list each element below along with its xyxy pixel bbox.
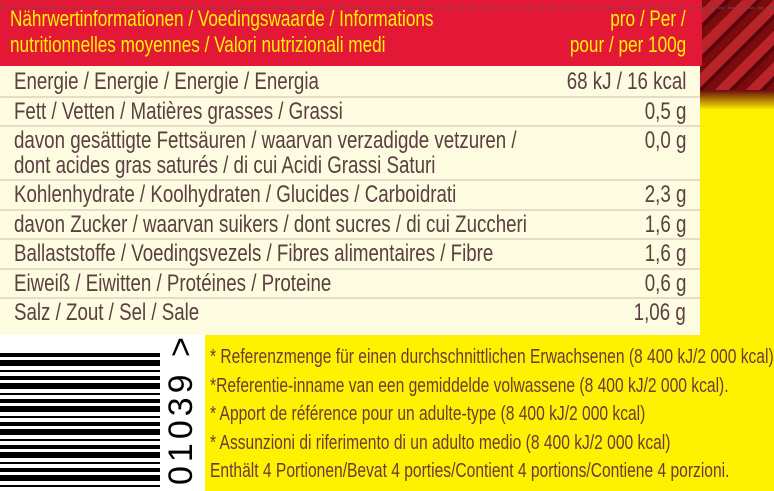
row-value: 1,6 g [644, 240, 686, 267]
row-label-continued: dont acides gras saturés / di cui Acidi … [14, 152, 436, 179]
barcode-marker: > [162, 333, 200, 357]
table-row: Energie / Energie / Energie / Energia 68 … [0, 68, 700, 98]
row-value: 0,6 g [644, 270, 686, 297]
row-label: davon gesättigte Fettsäuren / waarvan ve… [14, 127, 517, 154]
row-value: 0,5 g [644, 98, 686, 125]
portions-note: Enthält 4 Portionen/Bevat 4 porties/Cont… [210, 460, 730, 482]
row-label: Energie / Energie / Energie / Energia [14, 68, 319, 95]
row-label: Ballaststoffe / Voedingsvezels / Fibres … [14, 240, 494, 267]
header-per-line2: pour / per 100g [569, 32, 686, 57]
footnote: *Referentie-inname van een gemiddelde vo… [210, 374, 729, 397]
footnote: * Assunzioni di riferimento di un adulto… [210, 431, 671, 454]
nutrition-table: Nährwertinformationen / Voedingswaarde /… [0, 0, 702, 335]
row-value: 68 kJ / 16 kcal [566, 68, 686, 95]
row-label: davon Zucker / waarvan suikers / dont su… [14, 211, 527, 238]
cut-line [0, 7, 774, 9]
row-value: 1,06 g [633, 299, 686, 326]
row-label: Salz / Zout / Sel / Sale [14, 299, 200, 326]
table-row: Ballaststoffe / Voedingsvezels / Fibres … [0, 240, 700, 270]
table-header: Nährwertinformationen / Voedingswaarde /… [0, 0, 702, 66]
footnotes: * Referenzmenge für einen durchschnittli… [210, 343, 774, 486]
barcode-number: 01039 [162, 370, 200, 485]
header-per-line1: pro / Per / [610, 6, 686, 31]
row-label: Eiweiß / Eiwitten / Protéines / Proteine [14, 270, 332, 297]
table-row: Kohlenhydrate / Koolhydraten / Glucides … [0, 181, 700, 211]
footnote: * Apport de référence pour un adulte-typ… [210, 403, 646, 425]
table-row: davon Zucker / waarvan suikers / dont su… [0, 211, 700, 240]
roof-tile-image [700, 0, 774, 110]
header-title-line1: Nährwertinformationen / Voedingswaarde /… [10, 6, 434, 31]
barcode-bars [0, 353, 160, 491]
header-title-line2: nutritionnelles moyennes / Valori nutriz… [10, 32, 386, 57]
row-label: Fett / Vetten / Matières grasses / Grass… [14, 98, 343, 125]
table-row: Eiweiß / Eiwitten / Protéines / Proteine… [0, 270, 700, 299]
header-title: Nährwertinformationen / Voedingswaarde /… [10, 6, 553, 58]
barcode: 01039 > [0, 333, 205, 491]
row-value: 2,3 g [644, 181, 686, 208]
table-row: Salz / Zout / Sel / Sale 1,06 g [0, 299, 700, 329]
header-per: pro / Per / pour / per 100g [537, 6, 686, 58]
row-label: Kohlenhydrate / Koolhydraten / Glucides … [14, 181, 457, 208]
table-row: davon gesättigte Fettsäuren / waarvan ve… [0, 127, 700, 181]
footnote: * Referenzmenge für einen durchschnittli… [210, 346, 774, 368]
barcode-digits: 01039 > [162, 333, 201, 485]
row-value: 1,6 g [644, 211, 686, 238]
row-value: 0,0 g [644, 127, 686, 154]
table-row: Fett / Vetten / Matières grasses / Grass… [0, 98, 700, 127]
